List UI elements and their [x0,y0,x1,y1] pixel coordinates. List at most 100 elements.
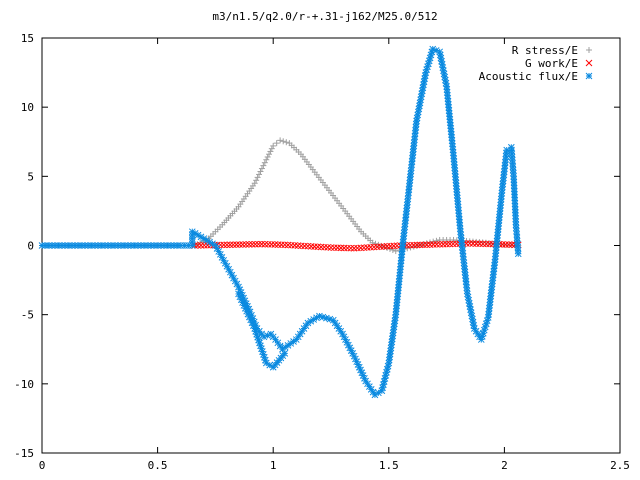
data-point [268,145,275,152]
marker-stroke [255,240,262,248]
marker-stroke [442,79,450,87]
marker-stroke [220,256,228,264]
marker-stroke [454,194,461,202]
marker-stroke [245,241,253,248]
marker-stroke [451,161,458,169]
marker-stroke [447,125,455,132]
marker-stroke [511,194,519,201]
marker-stroke [281,350,289,357]
y-tick-label: -10 [14,378,34,391]
data-point [459,250,467,257]
marker-stroke [276,342,284,350]
marker-stroke [479,240,487,248]
marker-stroke [268,241,275,248]
marker-stroke [461,265,468,273]
marker-stroke [446,116,454,123]
marker-stroke [448,131,455,138]
data-point [508,241,516,248]
marker-stroke [450,155,458,162]
marker-stroke [451,164,458,172]
series-0 [191,137,522,255]
marker-stroke [512,221,520,229]
data-point [267,148,274,155]
marker-stroke [257,342,264,350]
marker-stroke [330,244,338,252]
marker-stroke [513,227,520,235]
marker-stroke [513,231,521,238]
marker-stroke [512,209,519,216]
marker-stroke [448,140,456,147]
marker-stroke [446,119,454,126]
data-point [511,203,519,210]
marker-stroke [231,277,239,285]
marker-stroke [463,281,470,288]
marker-stroke [514,247,522,254]
marker-stroke [264,240,272,248]
marker-stroke [507,143,515,151]
marker-stroke [247,316,255,324]
marker-stroke [467,309,475,317]
marker-stroke [455,210,463,217]
data-point [263,156,270,163]
marker-stroke [459,250,467,257]
marker-stroke [514,240,521,248]
data-point [245,241,253,248]
marker-stroke [463,287,471,295]
marker-stroke [344,244,351,252]
marker-stroke [317,243,325,251]
marker-stroke [353,358,361,366]
marker-stroke [468,312,476,320]
data-point [505,241,513,248]
data-point [586,47,592,53]
marker-stroke [244,310,252,318]
data-point [496,204,504,212]
data-point [251,240,259,248]
data-point [512,215,520,223]
marker-stroke [235,283,242,291]
marker-stroke [449,146,457,153]
marker-stroke [260,353,268,361]
marker-stroke [252,328,260,335]
data-point [330,244,338,252]
marker-stroke [476,240,483,248]
data-point [273,140,280,147]
marker-stroke [459,246,466,254]
marker-stroke [509,160,516,167]
marker-stroke [223,241,231,249]
data-point [229,241,237,249]
marker-stroke [304,242,312,250]
x-tick-label: 2 [501,459,508,472]
marker-stroke [294,242,302,249]
y-tick-label: 10 [21,101,34,114]
marker-stroke [457,231,465,239]
marker-stroke [512,212,519,220]
data-point [264,153,271,160]
marker-stroke [453,188,461,196]
marker-stroke [241,304,249,312]
marker-stroke [461,271,469,279]
marker-stroke [464,290,471,298]
marker-stroke [460,256,467,264]
data-point [337,244,345,252]
marker-stroke [470,322,478,329]
marker-stroke [223,262,231,270]
marker-stroke [218,254,226,261]
marker-stroke [327,244,335,251]
marker-stroke [457,228,464,236]
marker-stroke [274,241,282,248]
marker-stroke [449,143,456,150]
data-point [255,240,262,248]
marker-stroke [436,51,444,59]
marker-stroke [367,386,375,393]
marker-stroke [217,251,224,258]
marker-stroke [364,380,371,388]
marker-stroke [301,242,308,250]
data-point [209,240,216,248]
marker-stroke [259,348,266,355]
marker-stroke [316,312,323,320]
marker-stroke [340,333,348,341]
marker-stroke [274,339,282,347]
data-point [281,350,289,357]
marker-stroke [206,238,213,246]
marker-stroke [455,213,463,220]
